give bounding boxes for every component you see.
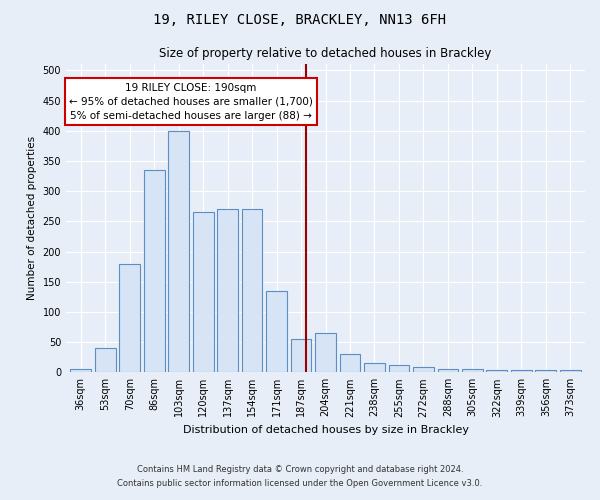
Bar [266,291,287,372]
Text: 19 RILEY CLOSE: 190sqm
← 95% of detached houses are smaller (1,700)
5% of semi-d: 19 RILEY CLOSE: 190sqm ← 95% of detached… [69,82,313,120]
Bar [437,370,458,372]
Bar [217,210,238,372]
Bar [70,370,91,372]
Bar [193,212,214,372]
Y-axis label: Number of detached properties: Number of detached properties [27,136,37,300]
Bar [119,264,140,372]
Text: 19, RILEY CLOSE, BRACKLEY, NN13 6FH: 19, RILEY CLOSE, BRACKLEY, NN13 6FH [154,12,446,26]
Bar [95,348,116,372]
Bar [315,333,336,372]
Bar [242,210,262,372]
Bar [340,354,361,372]
Bar [560,370,581,372]
Bar [511,370,532,372]
Bar [462,370,483,372]
Text: Contains public sector information licensed under the Open Government Licence v3: Contains public sector information licen… [118,479,482,488]
Bar [413,368,434,372]
Bar [144,170,164,372]
Bar [535,370,556,372]
Text: Contains HM Land Registry data © Crown copyright and database right 2024.: Contains HM Land Registry data © Crown c… [137,466,463,474]
Bar [364,364,385,372]
Bar [168,131,189,372]
X-axis label: Distribution of detached houses by size in Brackley: Distribution of detached houses by size … [182,425,469,435]
Title: Size of property relative to detached houses in Brackley: Size of property relative to detached ho… [160,48,492,60]
Bar [487,370,507,372]
Bar [389,365,409,372]
Bar [290,339,311,372]
